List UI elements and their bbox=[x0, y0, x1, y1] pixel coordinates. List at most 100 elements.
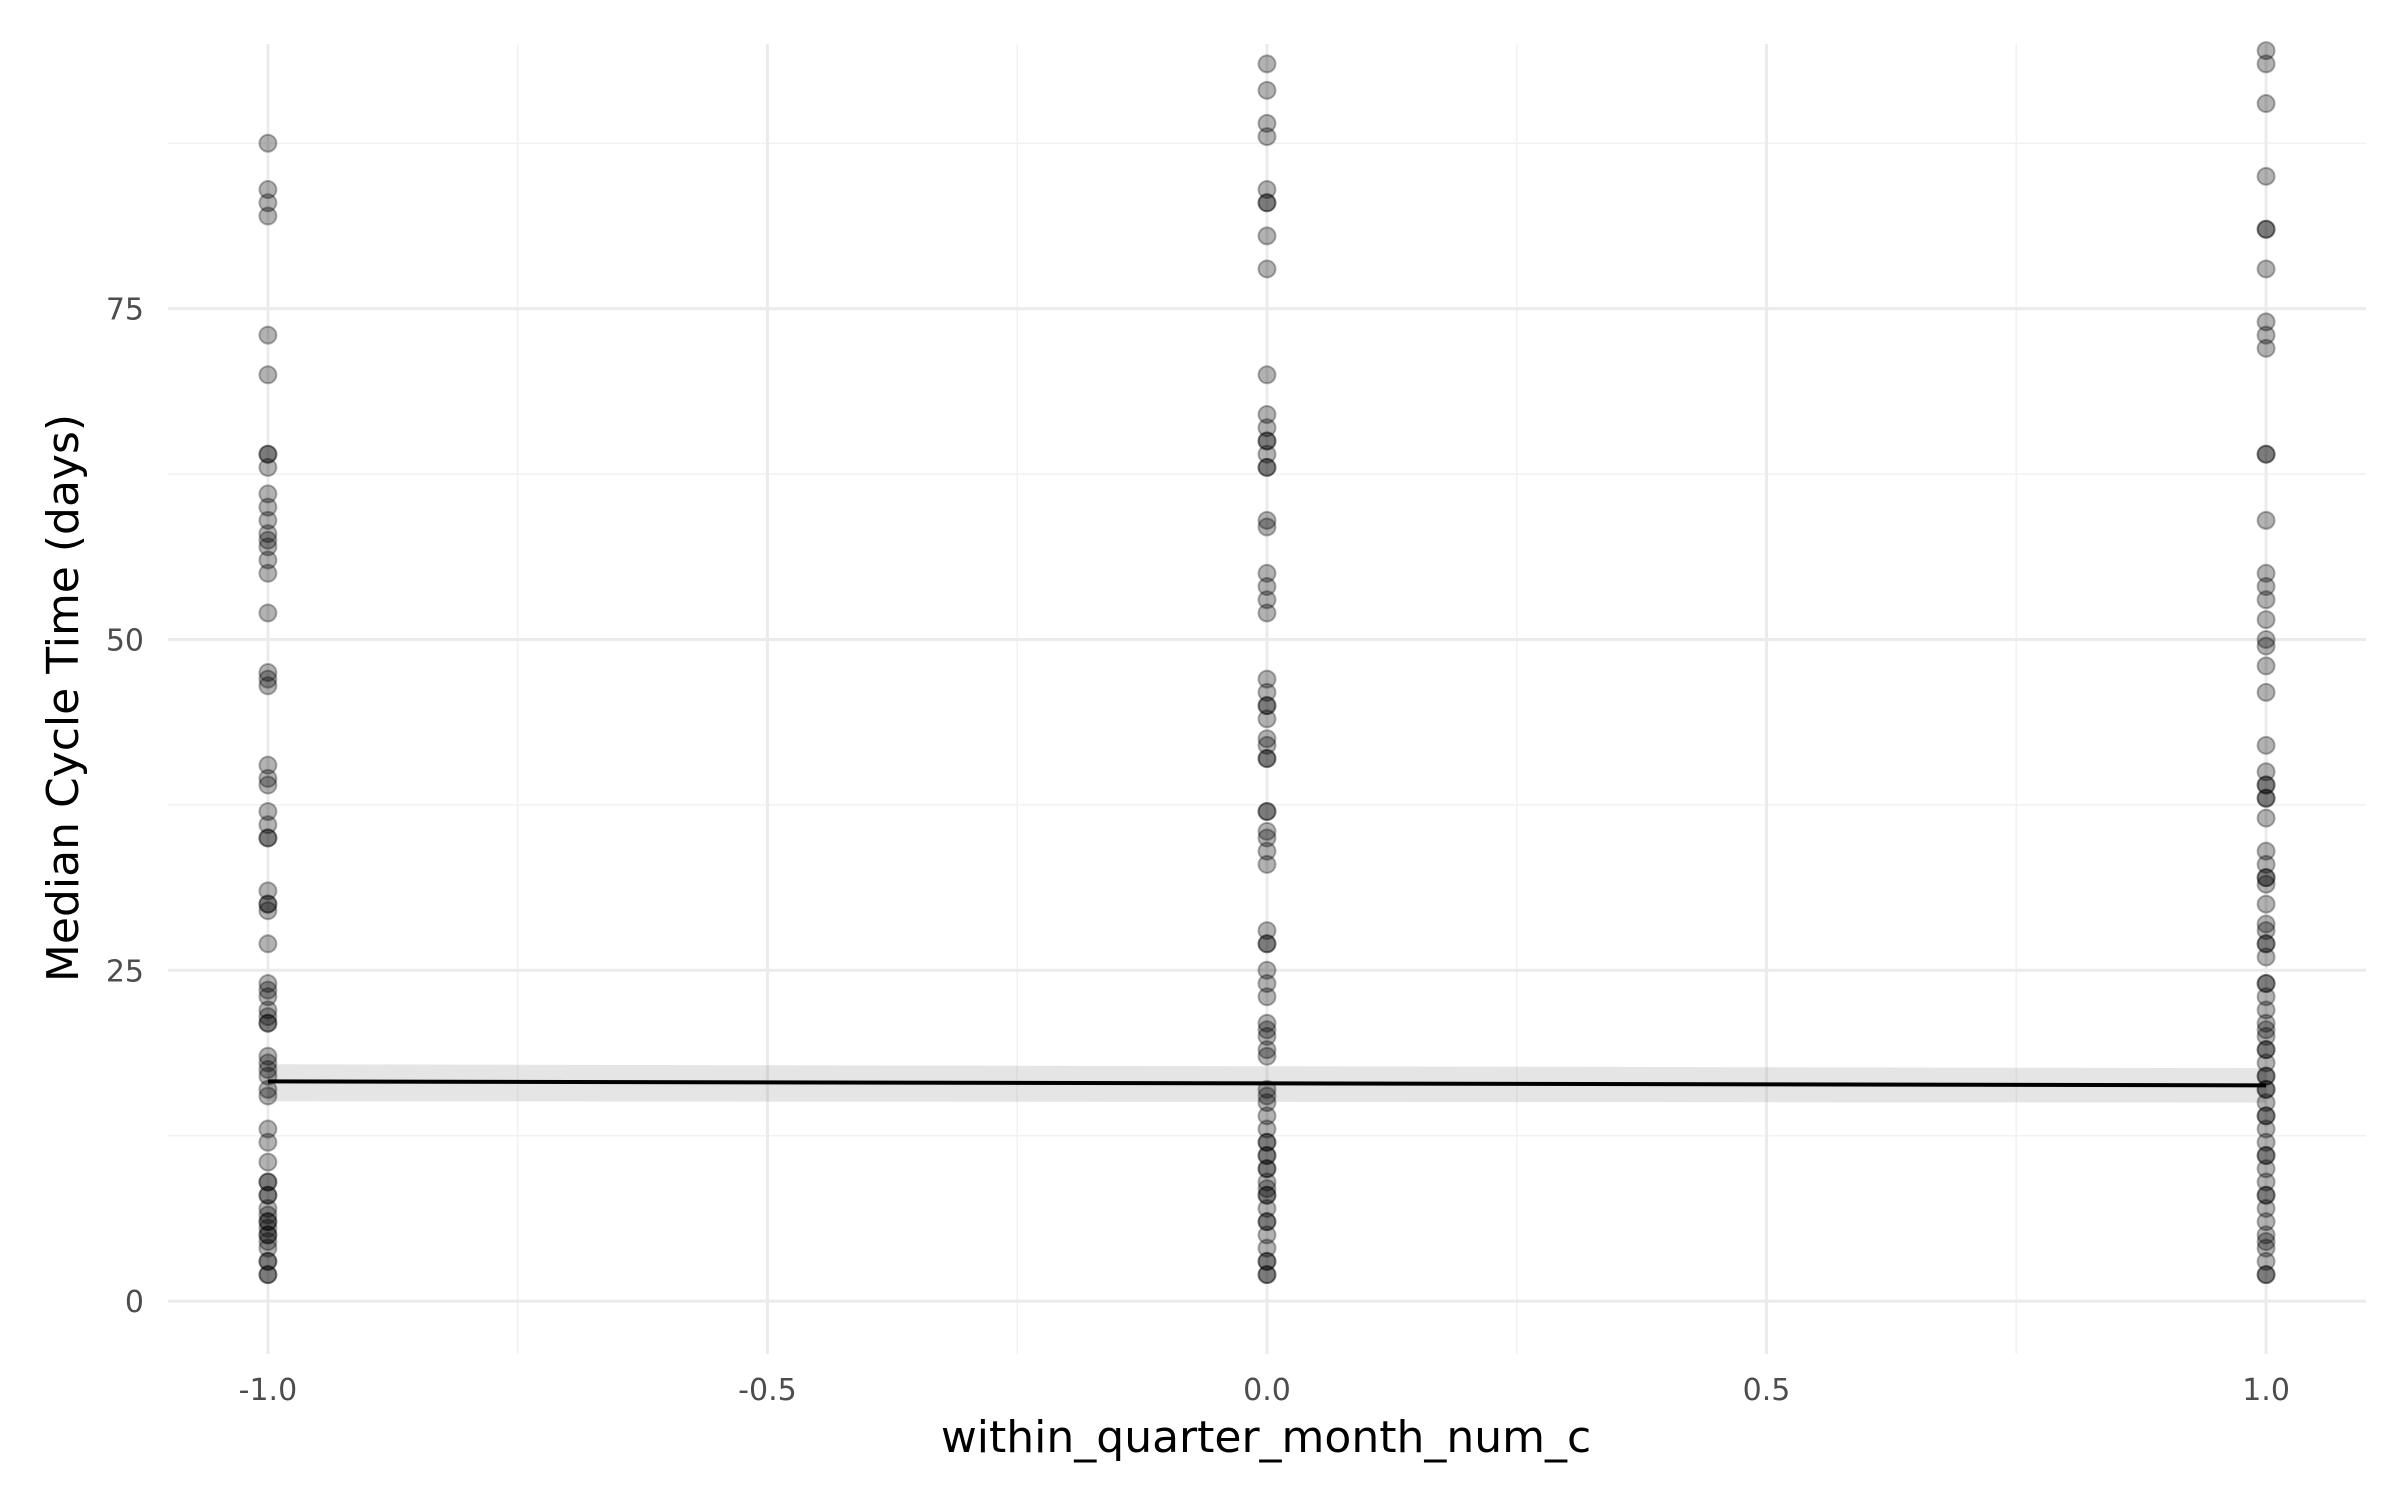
data-point bbox=[2256, 1198, 2276, 1218]
data-point bbox=[258, 1185, 278, 1205]
data-point bbox=[258, 1232, 278, 1252]
data-point bbox=[2256, 1238, 2276, 1258]
data-point bbox=[2256, 259, 2276, 279]
data-point bbox=[1257, 365, 1277, 385]
data-point bbox=[1257, 973, 1277, 993]
data-point bbox=[2256, 1265, 2276, 1285]
data-point bbox=[1257, 1238, 1277, 1258]
data-point bbox=[2256, 1040, 2276, 1060]
data-point bbox=[2256, 590, 2276, 610]
y-tick-label: 25 bbox=[106, 954, 144, 989]
data-point bbox=[1257, 127, 1277, 147]
data-point bbox=[1257, 113, 1277, 133]
data-point bbox=[1257, 987, 1277, 1007]
data-point bbox=[2256, 934, 2276, 954]
fit-line bbox=[267, 1079, 2267, 1088]
data-point bbox=[258, 815, 278, 835]
data-point bbox=[258, 206, 278, 226]
data-point bbox=[2256, 1132, 2276, 1152]
data-point bbox=[1257, 1185, 1277, 1205]
data-point bbox=[2256, 1185, 2276, 1205]
data-point bbox=[1257, 444, 1277, 464]
data-point bbox=[1257, 960, 1277, 980]
data-point bbox=[1257, 517, 1277, 537]
data-point bbox=[258, 365, 278, 385]
data-point bbox=[2256, 1159, 2276, 1179]
data-point bbox=[258, 980, 278, 1000]
data-point bbox=[2256, 1146, 2276, 1166]
data-point bbox=[2256, 894, 2276, 914]
data-point bbox=[2256, 868, 2276, 888]
data-point bbox=[1257, 801, 1277, 821]
x-tick-label: 0.5 bbox=[1743, 1373, 1791, 1408]
data-point bbox=[258, 444, 278, 464]
data-point bbox=[1257, 1265, 1277, 1285]
data-point bbox=[2256, 219, 2276, 239]
data-point bbox=[2256, 1026, 2276, 1046]
data-point bbox=[2256, 1185, 2276, 1205]
data-point bbox=[258, 1212, 278, 1232]
data-point bbox=[258, 193, 278, 213]
data-point bbox=[1257, 841, 1277, 861]
data-point bbox=[1257, 590, 1277, 610]
data-point bbox=[258, 801, 278, 821]
data-point bbox=[1257, 921, 1277, 941]
data-point bbox=[2256, 762, 2276, 782]
data-point bbox=[2256, 1172, 2276, 1192]
data-point bbox=[258, 1119, 278, 1139]
data-point bbox=[1257, 1212, 1277, 1232]
data-point bbox=[1257, 854, 1277, 874]
data-point bbox=[2256, 808, 2276, 828]
data-point bbox=[2256, 510, 2276, 530]
data-point bbox=[1257, 828, 1277, 848]
x-axis-ticks: -1.0 -0.5 0.0 0.5 1.0 bbox=[239, 1373, 2290, 1408]
data-point bbox=[258, 563, 278, 583]
major-grid bbox=[168, 44, 2366, 1354]
data-point bbox=[258, 1205, 278, 1225]
data-point bbox=[2256, 973, 2276, 993]
data-point bbox=[258, 1238, 278, 1258]
data-point bbox=[1257, 226, 1277, 246]
data-point bbox=[258, 1013, 278, 1033]
data-point bbox=[258, 894, 278, 914]
data-point bbox=[1257, 80, 1277, 100]
data-point bbox=[258, 1212, 278, 1232]
data-point bbox=[258, 133, 278, 153]
data-point bbox=[1257, 193, 1277, 213]
data-point bbox=[2256, 1000, 2276, 1020]
data-point bbox=[2256, 1053, 2276, 1073]
data-point bbox=[1257, 259, 1277, 279]
data-point bbox=[258, 1225, 278, 1245]
data-point bbox=[2256, 166, 2276, 186]
data-point bbox=[1257, 696, 1277, 716]
data-point bbox=[1257, 1225, 1277, 1245]
y-tick-label: 50 bbox=[106, 623, 144, 658]
data-point bbox=[2256, 934, 2276, 954]
data-point bbox=[2256, 775, 2276, 795]
data-point bbox=[258, 669, 278, 689]
data-point bbox=[2256, 921, 2276, 941]
data-point bbox=[258, 755, 278, 775]
data-point bbox=[2256, 54, 2276, 74]
data-point bbox=[2256, 987, 2276, 1007]
data-point bbox=[1257, 1106, 1277, 1126]
data-point bbox=[1257, 457, 1277, 477]
data-point bbox=[2256, 219, 2276, 239]
data-point bbox=[1257, 729, 1277, 749]
data-point bbox=[1257, 1159, 1277, 1179]
data-point bbox=[2256, 444, 2276, 464]
data-point bbox=[258, 1172, 278, 1192]
data-point bbox=[1257, 696, 1277, 716]
data-point bbox=[2256, 947, 2276, 967]
data-point bbox=[258, 1265, 278, 1285]
data-point bbox=[258, 894, 278, 914]
data-point bbox=[2256, 325, 2276, 345]
data-point bbox=[2256, 94, 2276, 114]
data-point bbox=[258, 1000, 278, 1020]
data-point bbox=[2256, 1225, 2276, 1245]
data-point bbox=[258, 676, 278, 696]
data-point bbox=[2256, 444, 2276, 464]
data-point bbox=[258, 325, 278, 345]
data-point bbox=[258, 1198, 278, 1218]
data-point bbox=[2256, 788, 2276, 808]
